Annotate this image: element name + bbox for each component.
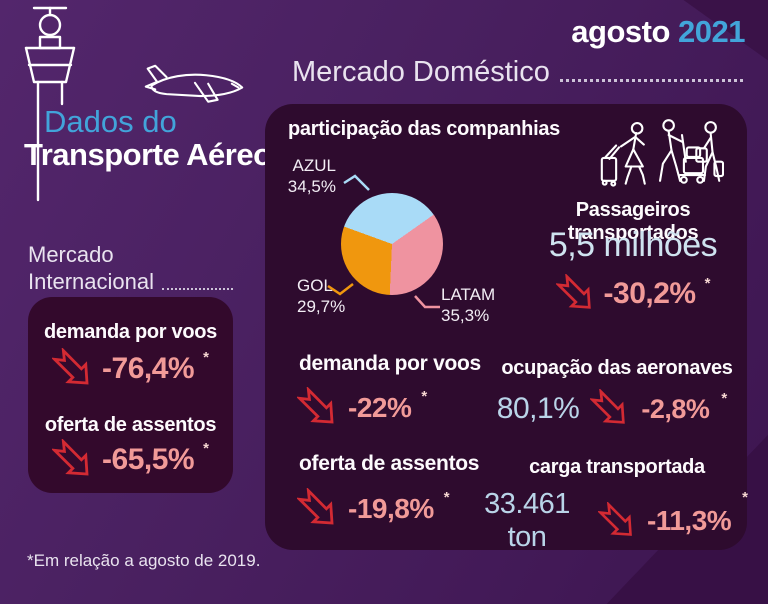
pie-label-gol-value: 29,7% <box>297 297 346 316</box>
footnote: *Em relação a agosto de 2019. <box>27 551 261 570</box>
pie-leader-latam <box>414 295 440 309</box>
pie-label-latam-name: LATAM <box>441 285 496 304</box>
international-seats-delta-row: -65,5% * <box>38 439 223 481</box>
passengers-delta-value: -30,2% <box>603 277 697 310</box>
period-month: agosto <box>571 14 670 49</box>
international-demand-delta-note: * <box>203 349 209 366</box>
pie-label-azul: AZUL 34,5% <box>284 155 336 197</box>
down-right-arrow-icon <box>297 387 339 429</box>
domestic-seats-delta-value: -19,8% <box>348 493 434 524</box>
period-year: 2021 <box>678 14 745 49</box>
occupancy-delta-row: 80,1% -2,8% * <box>478 389 746 429</box>
down-right-arrow-icon <box>555 274 596 314</box>
passengers-value: 5,5 milhões <box>548 226 718 264</box>
cargo-delta-row: 33.461 ton -11,3% * <box>466 488 748 554</box>
international-title: Mercado Internacional <box>28 241 233 295</box>
passengers-luggage-icon <box>598 114 725 188</box>
pie-label-latam: LATAM 35,3% <box>441 284 495 326</box>
down-right-arrow-icon <box>52 439 94 481</box>
domestic-demand-delta-value: -22% <box>348 392 412 423</box>
domestic-title: Mercado Doméstico <box>292 56 550 88</box>
control-tower-icon <box>8 2 84 204</box>
domestic-seats-label: oferta de assentos <box>299 452 480 475</box>
dotted-rule <box>161 288 233 290</box>
passengers-label: Passageiros transportados <box>567 199 699 244</box>
period-heading: agosto 2021 <box>571 14 745 50</box>
pie-label-gol-name: GOL <box>297 276 333 295</box>
domestic-seats-delta-note: * <box>443 489 450 506</box>
pie-label-azul-value: 34,5% <box>287 177 336 196</box>
domestic-demand-delta-note: * <box>421 388 428 405</box>
occupancy-value: 80,1% <box>496 392 580 425</box>
passengers-delta-note: * <box>704 275 711 292</box>
cargo-delta-note: * <box>742 489 748 506</box>
pie-label-azul-name: AZUL <box>292 156 336 175</box>
international-seats-delta-note: * <box>203 440 209 457</box>
international-title-line1: Mercado <box>28 242 114 267</box>
down-right-arrow-icon <box>52 348 94 390</box>
cargo-label: carga transportada <box>529 456 705 478</box>
international-seats-label: oferta de assentos <box>44 414 217 436</box>
pie-leader-azul <box>343 174 370 191</box>
pie-label-gol: GOL 29,7% <box>297 275 345 317</box>
occupancy-label: ocupação das aeronaves <box>501 357 733 379</box>
dotted-rule <box>559 79 743 82</box>
pie-chart <box>341 193 443 295</box>
international-panel <box>28 297 233 493</box>
down-right-arrow-icon <box>597 501 637 541</box>
international-seats-delta-value: -65,5% <box>102 443 195 476</box>
cargo-value: 33.461 ton <box>484 488 570 553</box>
international-title-line2: Internacional <box>28 269 154 294</box>
international-demand-delta-value: -76,4% <box>102 352 195 385</box>
brand-title-line2: Transporte Aéreo <box>24 137 272 172</box>
domestic-seats-delta-row: -19,8% * <box>297 488 450 530</box>
domestic-title-row: Mercado Doméstico <box>292 56 745 89</box>
pie-label-latam-value: 35,3% <box>441 306 490 325</box>
domestic-demand-label: demanda por voos <box>299 352 481 375</box>
international-demand-delta-row: -76,4% * <box>38 348 223 390</box>
domestic-demand-delta-row: -22% * <box>297 387 427 429</box>
down-right-arrow-icon <box>590 389 630 429</box>
international-demand-label: demanda por voos <box>43 321 217 343</box>
cargo-delta-value: -11,3% <box>646 505 732 536</box>
pie-leader-gol <box>327 283 354 296</box>
passengers-delta-row: -30,2% * <box>518 274 748 314</box>
airplane-icon <box>142 62 246 110</box>
down-right-arrow-icon <box>297 488 339 530</box>
occupancy-delta-value: -2,8% <box>641 393 710 424</box>
pie-chart-title: participação das companhias <box>288 118 560 140</box>
domestic-panel <box>265 104 747 550</box>
occupancy-delta-note: * <box>721 390 728 407</box>
brand-title-line1: Dados do <box>44 104 177 139</box>
